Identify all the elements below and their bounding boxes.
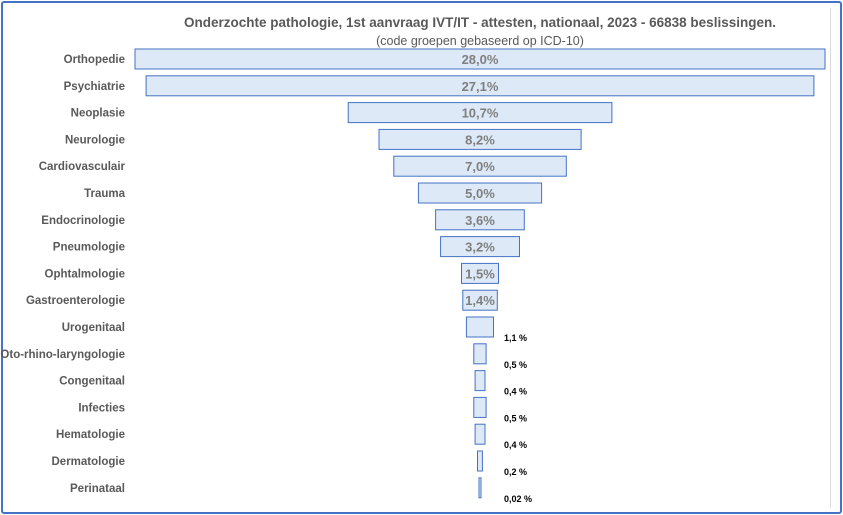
value-label: 0,5 %: [504, 413, 527, 423]
funnel-bar: [440, 236, 521, 258]
category-label: Orthopedie: [64, 54, 125, 66]
funnel-bar: [465, 316, 494, 338]
category-label: Perinataal: [70, 483, 125, 495]
value-label: 0,5 %: [504, 360, 527, 370]
funnel-bar: [347, 102, 613, 124]
chart-subtitle: (code groepen gebaseerd op ICD-10): [376, 34, 584, 48]
value-label: 0,02 %: [504, 494, 532, 504]
category-label: Neoplasie: [71, 108, 125, 120]
category-label: Gastroenterologie: [26, 295, 125, 307]
funnel-bar: [474, 370, 486, 392]
funnel-bar: [473, 396, 487, 418]
value-label: 28,0%: [462, 52, 499, 67]
funnel-bar: [417, 182, 543, 204]
value-label: 0,2 %: [504, 467, 527, 477]
funnel-bar: [474, 423, 486, 445]
funnel-bar: [461, 262, 499, 284]
category-label: Pneumologie: [53, 242, 125, 254]
value-label: 1,4%: [465, 293, 495, 308]
value-label: 27,1%: [462, 79, 499, 94]
funnel-bar: [145, 75, 815, 97]
funnel-bar: [393, 155, 567, 177]
category-label: Trauma: [84, 188, 126, 200]
category-label: Urogenitaal: [62, 322, 125, 334]
funnel-bar: [462, 289, 498, 311]
category-label: Dermatologie: [52, 456, 126, 468]
value-label: 3,6%: [465, 213, 495, 228]
category-label: Endocrinologie: [41, 215, 125, 227]
funnel-bar: [378, 128, 582, 150]
value-label: 1,5%: [465, 266, 495, 281]
chart-title: Onderzochte pathologie, 1st aanvraag IVT…: [184, 15, 776, 30]
value-label: 10,7%: [462, 106, 499, 121]
category-label: Ophtalmologie: [45, 268, 126, 280]
category-label: Psychiatrie: [64, 81, 125, 93]
category-label: Hematologie: [56, 429, 125, 441]
funnel-bar: [478, 477, 482, 499]
funnel-bar: [435, 209, 525, 231]
value-label: 7,0%: [465, 159, 495, 174]
value-label: 3,2%: [465, 240, 495, 255]
value-label: 1,1 %: [504, 333, 527, 343]
category-label: Cardiovasculair: [39, 161, 126, 173]
value-label: 0,4 %: [504, 387, 527, 397]
category-label: Oto-rhino-laryngologie: [0, 349, 125, 361]
value-label: 8,2%: [465, 132, 495, 147]
funnel-bar: [473, 343, 487, 365]
category-label: Infecties: [78, 402, 125, 414]
funnel-bar: [134, 48, 826, 70]
chart-gridline: [830, 8, 831, 508]
category-label: Neurologie: [65, 134, 125, 146]
funnel-bar: [477, 450, 483, 472]
value-label: 0,4 %: [504, 440, 527, 450]
category-label: Congenitaal: [59, 376, 125, 388]
value-label: 5,0%: [465, 186, 495, 201]
